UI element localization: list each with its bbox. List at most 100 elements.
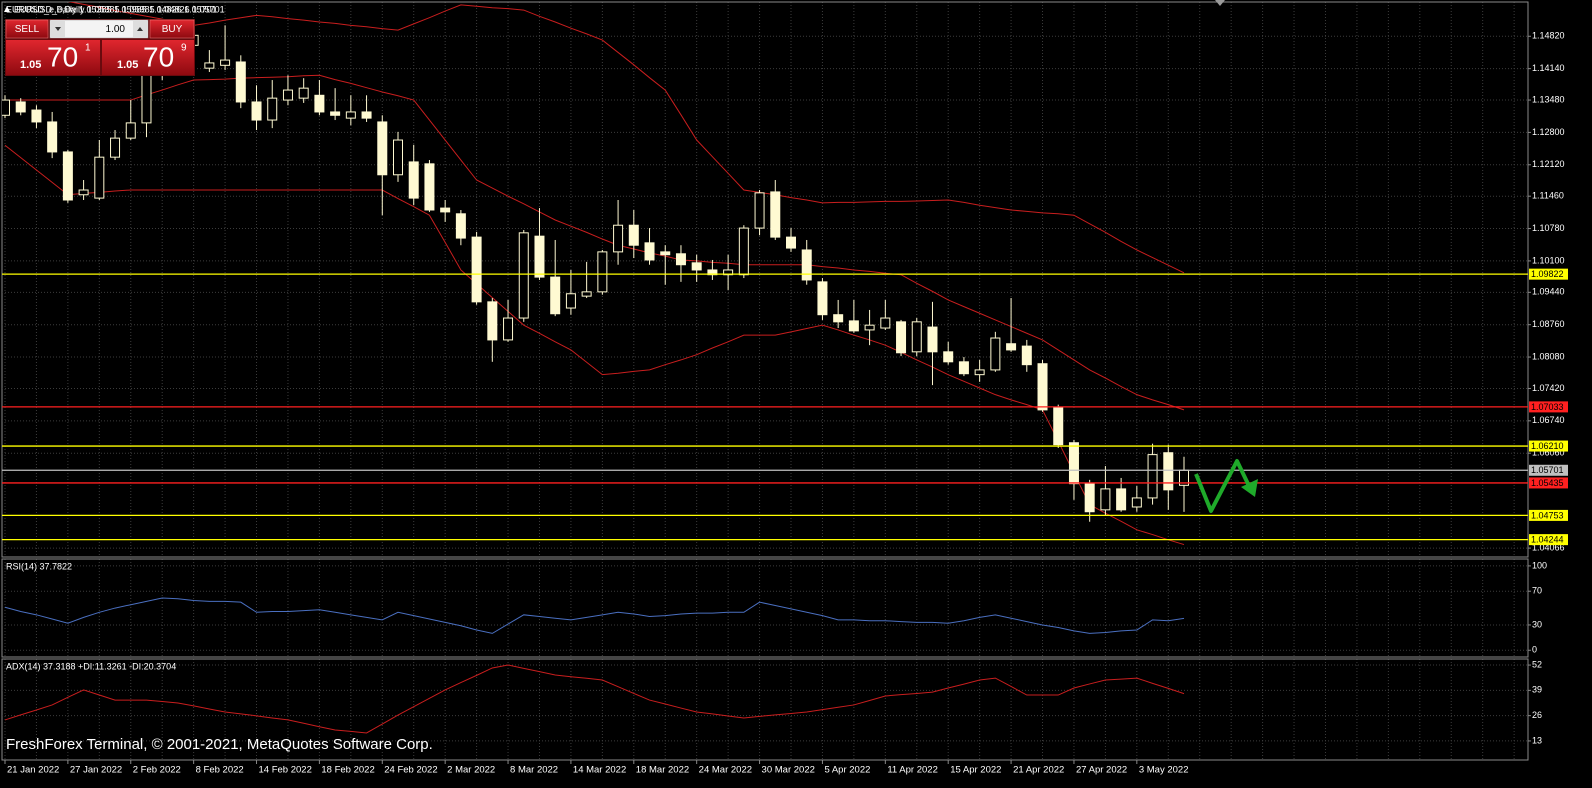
candle-body [330, 111, 341, 116]
ask-point: 9 [181, 43, 187, 54]
candle-body [314, 94, 325, 113]
candle-body [801, 249, 812, 281]
collapse-icon[interactable] [4, 6, 10, 12]
sell-button[interactable] [5, 19, 49, 39]
pane-frame [1, 658, 1529, 761]
bid-box[interactable] [6, 40, 100, 75]
plot-layer: 1.14820 1.14140 1.13480 1.12800 1.12120 1.114… [1, 1, 1568, 776]
candle-body [393, 139, 403, 176]
x-tick-label: 27 Apr 2022 [1076, 765, 1127, 776]
vertical-grid [4, 2, 1515, 760]
candle-body [408, 161, 419, 199]
price-level-tag [1529, 477, 1568, 489]
candle-body [31, 109, 42, 123]
candle-body [94, 156, 105, 199]
bid-pips: 70 [47, 41, 78, 72]
candle-body [896, 321, 907, 354]
candle-body [1021, 345, 1032, 366]
y-tick-label: 1.10100 [1532, 255, 1565, 265]
candle-body [817, 281, 828, 316]
pane-frame [1, 558, 1529, 658]
candle-body [597, 251, 608, 293]
candle-body [675, 253, 686, 266]
candle-body [990, 337, 1001, 371]
indicator-line [4, 597, 1185, 634]
y-tick-label: 1.14820 [1532, 31, 1565, 41]
candle-body [78, 189, 89, 196]
price-level-tag [1529, 509, 1568, 521]
candle-body [1037, 363, 1048, 411]
price-level-tag [1529, 440, 1568, 452]
candle-body [125, 122, 136, 139]
up-arrow [137, 27, 143, 31]
candle-body [691, 262, 702, 271]
candle-body [927, 326, 938, 353]
lot-input[interactable] [49, 19, 149, 39]
candle-body [660, 251, 671, 256]
y-tick-label: 1.14140 [1532, 63, 1565, 73]
candle-body [911, 321, 922, 353]
y-tick-label: 1.12120 [1532, 159, 1565, 169]
candle-body [1131, 497, 1142, 508]
indicator-line [5, 74, 1185, 411]
y-tick-label: 70 [1532, 586, 1542, 596]
candle-body [471, 236, 482, 303]
y-tick-label: 30 [1532, 619, 1542, 629]
sell-label: SELL [15, 24, 40, 35]
candle-body [503, 317, 514, 341]
candle-body [110, 137, 121, 158]
pane-frame [1, 1, 1529, 558]
y-tick-label: 1.10780 [1532, 223, 1565, 233]
candle-body [455, 213, 466, 239]
candle-body [62, 151, 73, 201]
candle-body [1068, 442, 1079, 485]
candle-body [848, 320, 859, 332]
bid-point: 1 [85, 43, 91, 54]
candle-body [1116, 488, 1127, 511]
price-level-label: 1.04753 [1531, 510, 1564, 520]
indicator-line [4, 144, 1185, 546]
x-tick-label: 8 Feb 2022 [196, 765, 244, 776]
y-tick-label: 52 [1532, 659, 1542, 669]
forecast-arrow [1194, 459, 1252, 513]
price-level-label: 1.09822 [1531, 269, 1564, 279]
y-tick-label: 1.04066 [1532, 542, 1565, 552]
candle-body [377, 121, 388, 176]
candle-body [770, 191, 781, 238]
candle-body [298, 87, 309, 99]
candle-body [534, 235, 545, 278]
shift-marker [1215, 0, 1225, 6]
candle-body [943, 351, 954, 363]
candle-body [958, 361, 969, 375]
y-tick-label: 100 [1532, 560, 1547, 570]
x-tick-label: 18 Mar 2022 [636, 765, 689, 776]
y-tick-label: 1.07420 [1532, 383, 1565, 393]
candle-body [251, 101, 262, 121]
ask-pips: 70 [143, 41, 174, 72]
down-arrow [55, 27, 61, 31]
candle-body [282, 89, 293, 101]
y-tick-label: 26 [1532, 710, 1542, 720]
y-tick-label: 1.08760 [1532, 319, 1565, 329]
y-tick-label: 1.08080 [1532, 351, 1565, 361]
candle-body [1100, 488, 1111, 511]
pane-line [2, 565, 1528, 651]
x-tick-label: 5 Apr 2022 [824, 765, 870, 776]
candle-body [487, 301, 498, 341]
candle-body [581, 291, 592, 297]
candle-body [880, 317, 891, 329]
ask-box[interactable] [102, 40, 194, 75]
y-tick-label: 1.06740 [1532, 415, 1565, 425]
price-level-label: 1.06210 [1531, 441, 1564, 451]
arrow-head [1241, 479, 1258, 497]
watermark: FreshForex Terminal, © 2001-2021, MetaQu… [6, 736, 433, 753]
buy-button[interactable] [149, 19, 195, 39]
candle-body [565, 293, 576, 309]
pane-title: EURUSD_e,Daily 1.05385 1.05985 1.04826 1… [6, 4, 217, 14]
candle-body [15, 101, 26, 113]
trade-panel: SELL 1.00 BUY 1.05 70 1 1.05 70 9 [5, 19, 195, 76]
candle-body [47, 121, 58, 153]
price-level-tag [1529, 534, 1568, 546]
x-tick-label: 14 Mar 2022 [573, 765, 626, 776]
